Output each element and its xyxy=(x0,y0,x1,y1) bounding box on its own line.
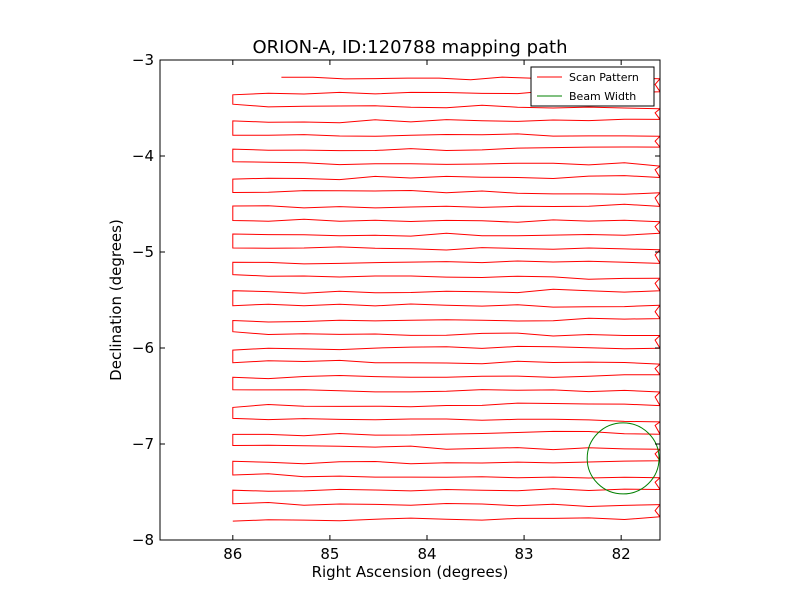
scan-pattern-series xyxy=(232,76,660,522)
beam-width-series xyxy=(586,422,660,495)
y-tick-label: −8 xyxy=(132,531,154,549)
y-tick-label: −6 xyxy=(132,339,154,357)
y-tick-label: −5 xyxy=(132,243,154,261)
y-axis-label: Declination (degrees) xyxy=(107,219,125,381)
x-tick-label: 86 xyxy=(223,545,242,563)
legend-box xyxy=(530,66,655,107)
x-tick-label: 83 xyxy=(515,545,534,563)
y-axis: −3 −4 −5 −6 −7 −8 xyxy=(132,51,660,549)
x-tick-label: 84 xyxy=(417,545,436,563)
legend: Scan Pattern Beam Width xyxy=(530,66,655,107)
x-tick-label: 85 xyxy=(320,545,339,563)
legend-label-scan-pattern: Scan Pattern xyxy=(569,71,639,84)
y-tick-label: −4 xyxy=(132,147,154,165)
legend-label-beam-width: Beam Width xyxy=(569,90,636,103)
x-tick-label: 82 xyxy=(612,545,631,563)
scan-pattern-line xyxy=(232,76,660,522)
y-tick-label: −7 xyxy=(132,435,154,453)
chart-title: ORION-A, ID:120788 mapping path xyxy=(252,37,567,58)
x-axis-label: Right Ascension (degrees) xyxy=(312,563,509,581)
beam-width-circle xyxy=(586,422,660,495)
x-axis: 86 85 84 83 82 xyxy=(223,60,631,563)
plot-frame xyxy=(159,59,661,541)
y-tick-label: −3 xyxy=(132,51,154,69)
